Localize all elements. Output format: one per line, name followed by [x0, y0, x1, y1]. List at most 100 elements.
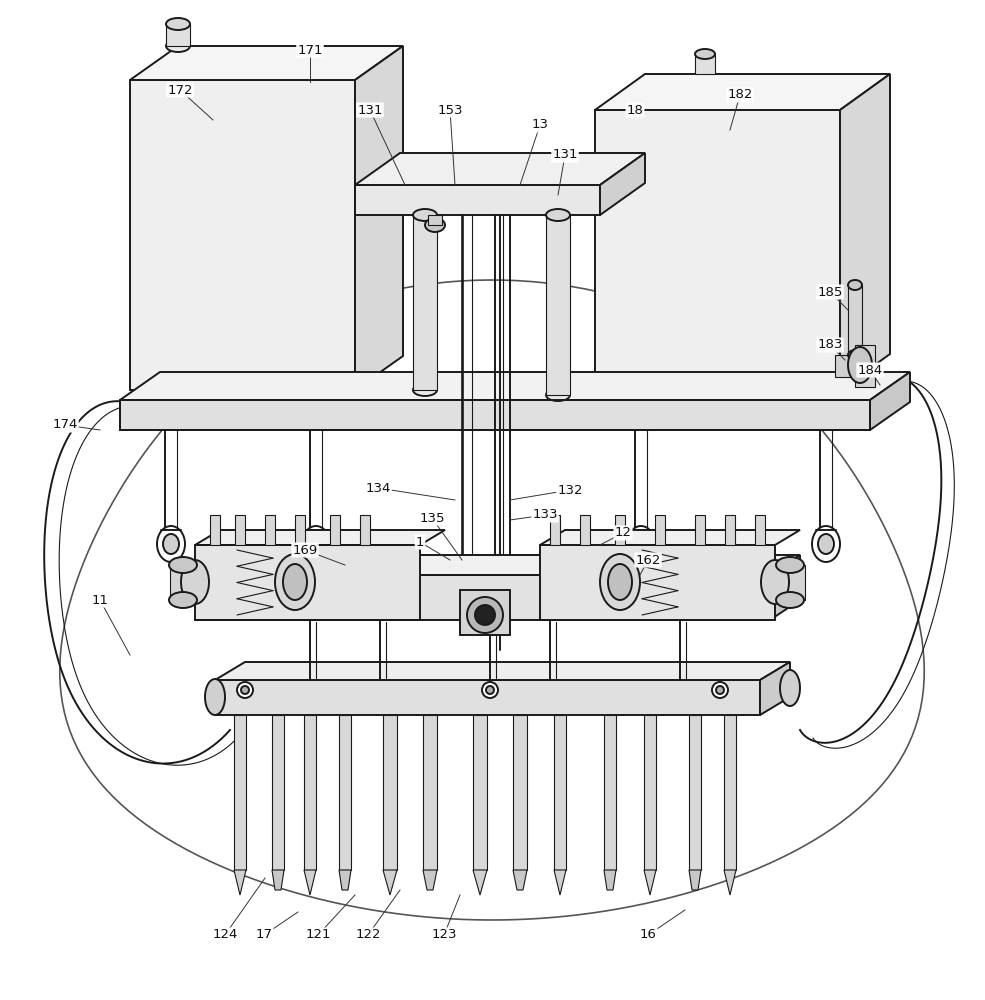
Polygon shape	[272, 870, 284, 890]
Ellipse shape	[166, 40, 190, 52]
Text: 162: 162	[635, 554, 661, 566]
FancyBboxPatch shape	[195, 545, 420, 620]
Polygon shape	[473, 870, 487, 895]
FancyBboxPatch shape	[848, 285, 862, 355]
Text: 13: 13	[532, 118, 549, 131]
Ellipse shape	[413, 384, 437, 396]
Text: 132: 132	[558, 484, 583, 496]
FancyBboxPatch shape	[360, 515, 370, 545]
Text: 121: 121	[305, 928, 331, 942]
Polygon shape	[234, 870, 246, 895]
Polygon shape	[130, 46, 403, 80]
Polygon shape	[195, 530, 445, 545]
Circle shape	[486, 686, 494, 694]
Text: 135: 135	[420, 512, 445, 524]
FancyBboxPatch shape	[210, 515, 220, 545]
Polygon shape	[339, 870, 351, 890]
FancyBboxPatch shape	[295, 515, 305, 545]
Polygon shape	[423, 870, 437, 890]
Polygon shape	[724, 870, 736, 895]
Polygon shape	[840, 74, 890, 390]
Polygon shape	[689, 870, 701, 890]
Polygon shape	[355, 46, 403, 390]
FancyBboxPatch shape	[473, 715, 487, 870]
Text: 11: 11	[92, 593, 108, 606]
FancyBboxPatch shape	[234, 715, 246, 870]
Circle shape	[716, 686, 724, 694]
Polygon shape	[60, 280, 924, 920]
Ellipse shape	[848, 350, 862, 360]
Ellipse shape	[633, 534, 649, 554]
Text: 122: 122	[356, 928, 381, 942]
Circle shape	[237, 682, 253, 698]
FancyBboxPatch shape	[724, 715, 736, 870]
FancyBboxPatch shape	[655, 515, 665, 545]
Polygon shape	[595, 74, 890, 110]
Polygon shape	[355, 153, 645, 185]
Ellipse shape	[475, 605, 495, 625]
Ellipse shape	[848, 347, 872, 383]
Polygon shape	[870, 372, 910, 430]
Text: 185: 185	[818, 286, 843, 298]
Text: 184: 184	[857, 363, 883, 376]
Ellipse shape	[181, 560, 209, 604]
FancyBboxPatch shape	[546, 215, 570, 395]
Polygon shape	[554, 870, 566, 895]
Text: 123: 123	[431, 928, 457, 942]
Ellipse shape	[546, 209, 570, 221]
FancyBboxPatch shape	[200, 575, 770, 620]
Text: 174: 174	[52, 418, 78, 432]
FancyBboxPatch shape	[580, 515, 590, 545]
Ellipse shape	[600, 554, 640, 610]
Polygon shape	[644, 870, 656, 895]
FancyBboxPatch shape	[513, 715, 527, 870]
Ellipse shape	[776, 557, 804, 573]
FancyBboxPatch shape	[166, 24, 190, 46]
Ellipse shape	[780, 670, 800, 706]
FancyBboxPatch shape	[383, 715, 397, 870]
FancyBboxPatch shape	[855, 345, 875, 387]
Circle shape	[482, 682, 498, 698]
Ellipse shape	[302, 526, 330, 562]
Polygon shape	[200, 555, 800, 575]
Ellipse shape	[308, 534, 324, 554]
Text: 133: 133	[532, 508, 558, 522]
FancyBboxPatch shape	[170, 565, 200, 600]
FancyBboxPatch shape	[550, 515, 560, 545]
FancyBboxPatch shape	[215, 680, 760, 715]
FancyBboxPatch shape	[460, 590, 510, 635]
Text: 18: 18	[626, 104, 643, 116]
Ellipse shape	[163, 534, 179, 554]
Polygon shape	[604, 870, 616, 890]
FancyBboxPatch shape	[595, 110, 840, 390]
Polygon shape	[120, 372, 910, 400]
FancyBboxPatch shape	[355, 185, 600, 215]
Ellipse shape	[608, 564, 632, 600]
FancyBboxPatch shape	[330, 515, 340, 545]
Text: 169: 169	[293, 544, 317, 556]
Ellipse shape	[169, 592, 197, 608]
Ellipse shape	[546, 389, 570, 401]
FancyBboxPatch shape	[428, 215, 442, 225]
Polygon shape	[540, 530, 800, 545]
FancyBboxPatch shape	[755, 515, 765, 545]
Polygon shape	[383, 870, 397, 895]
Ellipse shape	[413, 209, 437, 221]
Circle shape	[712, 682, 728, 698]
Text: 131: 131	[553, 148, 578, 161]
FancyBboxPatch shape	[695, 54, 715, 74]
FancyBboxPatch shape	[423, 715, 437, 870]
Text: 182: 182	[727, 89, 753, 102]
Ellipse shape	[205, 679, 225, 715]
Ellipse shape	[812, 526, 840, 562]
FancyBboxPatch shape	[554, 715, 566, 870]
Polygon shape	[513, 870, 527, 890]
FancyBboxPatch shape	[644, 715, 656, 870]
FancyBboxPatch shape	[304, 715, 316, 870]
Text: 1: 1	[416, 536, 425, 548]
Ellipse shape	[467, 597, 503, 633]
FancyBboxPatch shape	[265, 515, 275, 545]
Text: 17: 17	[255, 928, 273, 942]
Ellipse shape	[157, 526, 185, 562]
Polygon shape	[600, 153, 645, 215]
